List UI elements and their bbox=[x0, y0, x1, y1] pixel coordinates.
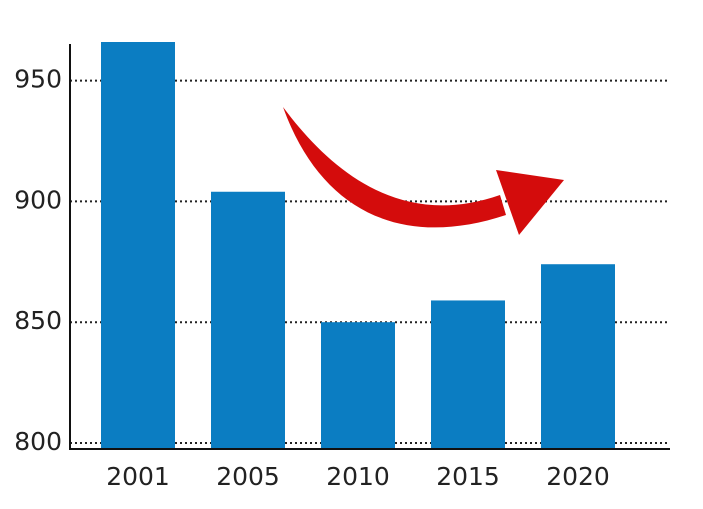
y-tick-label: 800 bbox=[14, 427, 62, 456]
bar bbox=[211, 191, 285, 449]
arrow-body bbox=[283, 107, 506, 228]
x-tick-label: 2010 bbox=[326, 462, 390, 491]
x-tick-label: 2005 bbox=[216, 462, 280, 491]
y-tick-label: 900 bbox=[14, 185, 62, 214]
x-tick-label: 2001 bbox=[106, 462, 170, 491]
bar bbox=[321, 322, 395, 449]
bars bbox=[101, 42, 615, 449]
bar bbox=[101, 42, 175, 449]
arrow-head bbox=[496, 170, 564, 235]
x-tick-label: 2015 bbox=[436, 462, 500, 491]
x-tick-label: 2020 bbox=[546, 462, 610, 491]
bar bbox=[431, 300, 505, 449]
y-tick-label: 850 bbox=[14, 306, 62, 335]
labels: 800 850 900 950 2001 2005 2010 2015 2020 bbox=[14, 65, 610, 491]
y-tick-label: 950 bbox=[14, 65, 62, 94]
bar bbox=[541, 264, 615, 449]
trend-arrow bbox=[283, 107, 564, 235]
